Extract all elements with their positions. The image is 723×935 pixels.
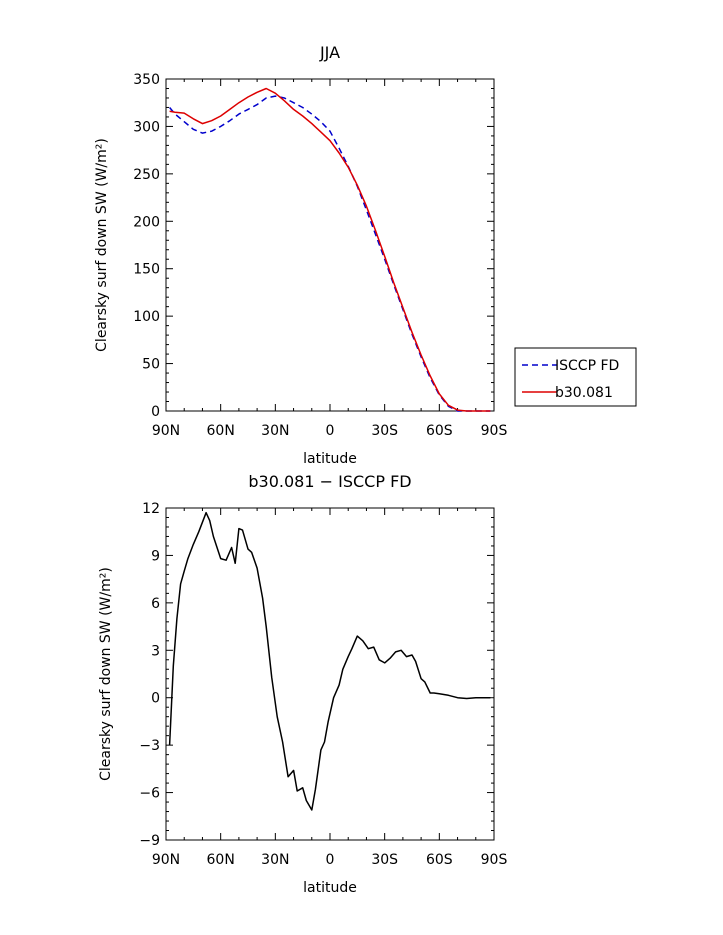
bottom-chart-xlabel: latitude [303,880,357,896]
xtick-label: 30S [371,423,398,439]
series-line-b30-081 [169,87,491,412]
top-chart-ylabel: Clearsky surf down SW (W/m²) [94,138,110,352]
ytick-label: 9 [151,548,160,564]
ytick-label: 350 [133,72,160,88]
xtick-label: 90N [152,852,180,868]
xtick-label: 0 [326,423,335,439]
bottom-chart-series [168,511,491,811]
xtick-label: 90S [481,423,508,439]
ytick-label: 300 [133,119,160,135]
ytick-label: 150 [133,262,160,278]
xtick-label: 60N [207,852,235,868]
top-chart-title: JJA [319,43,340,62]
ytick-label: 250 [133,167,160,183]
ytick-label: 200 [133,214,160,230]
ytick-label: −9 [139,833,160,849]
series-line-difference [168,511,491,811]
xtick-label: 0 [326,852,335,868]
bottom-chart-panel: b30.081 − ISCCP FD −9 −6 −3 0 3 6 9 12 90N 60N 30N… [98,472,507,896]
legend-label-isccp: ISCCP FD [555,358,619,374]
xtick-label: 60S [426,852,453,868]
ytick-label: −6 [139,786,160,802]
xtick-label: 30N [261,852,289,868]
xtick-label: 90N [152,423,180,439]
ytick-label: 6 [151,596,160,612]
ytick-label: 0 [151,404,160,420]
top-chart-ticks: 0 50 100 150 200 250 300 350 90N 60N 30N 0 30S 60S 90S [133,72,507,439]
xtick-label: 30N [261,423,289,439]
top-chart-panel: JJA 0 50 100 150 200 250 300 350 90N 60N 30N 0 30S 60… [94,43,637,467]
ytick-label: 0 [151,691,160,707]
legend-box [514,347,637,407]
xtick-label: 60S [426,423,453,439]
bottom-chart-title: b30.081 − ISCCP FD [248,472,411,491]
bottom-chart-ylabel: Clearsky surf down SW (W/m²) [98,567,114,781]
top-chart-xlabel: latitude [303,451,357,467]
ytick-label: 50 [142,357,160,373]
ytick-label: 12 [142,501,160,517]
legend-label-b30081: b30.081 [555,385,613,401]
ytick-label: 100 [133,309,160,325]
series-line-isccp-fd [169,95,491,412]
xtick-label: 30S [371,852,398,868]
bottom-chart-ticks: −9 −6 −3 0 3 6 9 12 90N 60N 30N 0 30S 60S 90S [139,501,507,868]
top-chart-legend: ISCCP FD b30.081 [514,347,637,407]
xtick-label: 60N [207,423,235,439]
bottom-chart-frame [165,507,495,841]
top-chart-series [169,87,491,412]
ytick-label: 3 [151,643,160,659]
xtick-label: 90S [481,852,508,868]
ytick-label: −3 [139,738,160,754]
